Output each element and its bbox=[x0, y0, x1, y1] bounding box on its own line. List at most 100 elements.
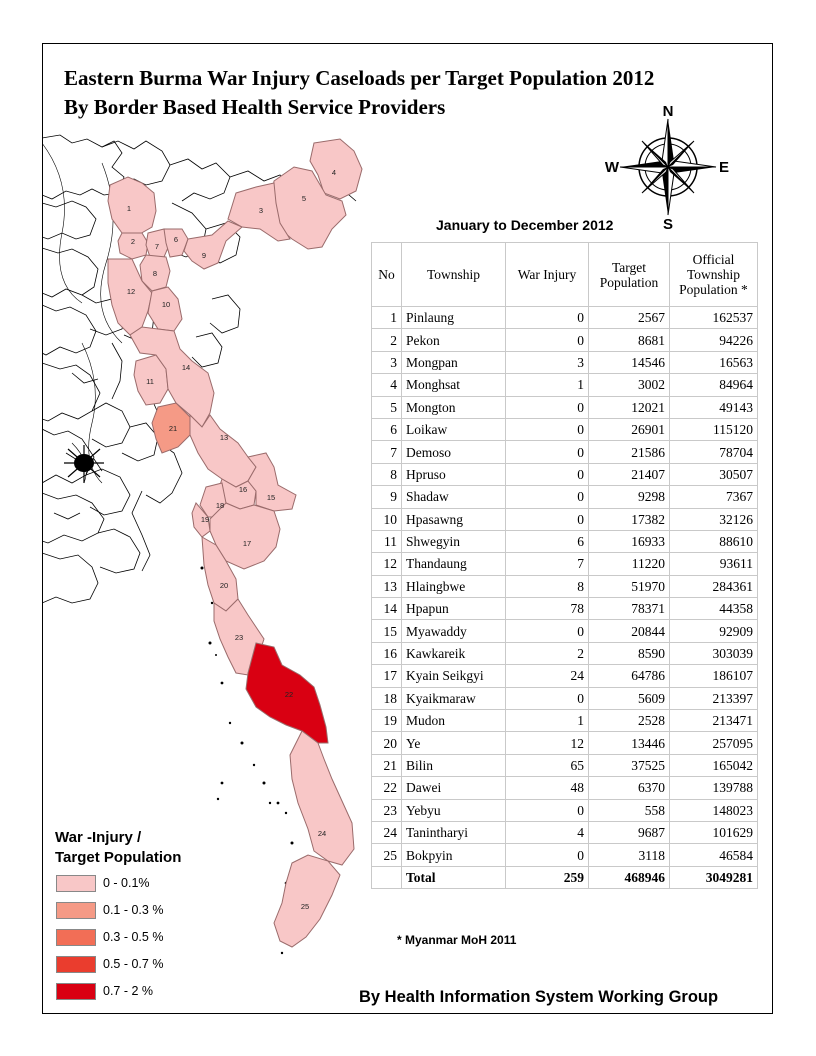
township-6[interactable] bbox=[163, 228, 189, 258]
header-official-population: Official Township Population * bbox=[669, 242, 758, 307]
cell-target: 21407 bbox=[588, 462, 670, 487]
map-label-2: 2 bbox=[131, 237, 135, 246]
township-table: No Township War Injury Target Population … bbox=[371, 242, 758, 890]
cell-no: 20 bbox=[371, 731, 402, 755]
map-label-4: 4 bbox=[332, 168, 336, 177]
cell-township: Bilin bbox=[401, 753, 506, 778]
cell-official: 257095 bbox=[669, 731, 758, 755]
township-21[interactable] bbox=[151, 402, 191, 454]
cell-target: 9298 bbox=[588, 485, 670, 509]
cell-official: 213397 bbox=[669, 686, 758, 711]
legend-label: 0.5 - 0.7 % bbox=[103, 957, 164, 971]
cell-no: 16 bbox=[371, 641, 402, 666]
cell-war-injury: 0 bbox=[505, 798, 589, 822]
cell-war-injury: 0 bbox=[505, 686, 589, 711]
legend-label: 0.1 - 0.3 % bbox=[103, 903, 164, 917]
table-row: 10 Hpasawng 0 17382 32126 bbox=[371, 507, 758, 531]
township-14[interactable] bbox=[129, 326, 215, 428]
cell-total-target: 468946 bbox=[588, 865, 670, 890]
map-title: Eastern Burma War Injury Caseloads per T… bbox=[64, 66, 655, 90]
cell-target: 8681 bbox=[588, 328, 670, 352]
township-9[interactable] bbox=[183, 220, 243, 270]
map-label-3: 3 bbox=[259, 206, 263, 215]
cell-target: 21586 bbox=[588, 440, 670, 464]
township-map: 1 2 3 4 5 6 7 8 9 10 11 12 13 14 15 16 1… bbox=[42, 134, 363, 955]
cell-war-injury: 0 bbox=[505, 417, 589, 442]
cell-war-injury: 12 bbox=[505, 731, 589, 755]
cell-war-injury: 6 bbox=[505, 529, 589, 554]
cell-township: Shwegyin bbox=[401, 529, 506, 554]
map-label-25: 25 bbox=[301, 902, 309, 911]
cell-total-official: 3049281 bbox=[669, 865, 758, 890]
cell-target: 26901 bbox=[588, 417, 670, 442]
cell-target: 2528 bbox=[588, 709, 670, 733]
map-label-1: 1 bbox=[127, 204, 131, 213]
table-row: 6 Loikaw 0 26901 115120 bbox=[371, 417, 758, 442]
legend-swatch bbox=[56, 983, 96, 1000]
cell-war-injury: 0 bbox=[505, 328, 589, 352]
cell-no: 12 bbox=[371, 552, 402, 576]
table-row: 16 Kawkareik 2 8590 303039 bbox=[371, 641, 758, 666]
table-row: 14 Hpapun 78 78371 44358 bbox=[371, 597, 758, 621]
map-label-5: 5 bbox=[302, 194, 306, 203]
township-1[interactable] bbox=[107, 176, 157, 236]
map-label-11: 11 bbox=[146, 377, 154, 386]
cell-target: 5609 bbox=[588, 686, 670, 711]
township-22[interactable] bbox=[245, 642, 329, 744]
map-label-19: 19 bbox=[201, 515, 209, 524]
cell-official: 139788 bbox=[669, 776, 758, 800]
cell-target: 64786 bbox=[588, 664, 670, 688]
legend-label: 0.3 - 0.5 % bbox=[103, 930, 164, 944]
cell-township: Mongton bbox=[401, 395, 506, 419]
table-row: 4 Monghsat 1 3002 84964 bbox=[371, 373, 758, 397]
cell-official: 213471 bbox=[669, 709, 758, 733]
compass-w: W bbox=[605, 159, 620, 176]
cell-township: Pinlaung bbox=[401, 305, 506, 330]
township-labels: 1 2 3 4 5 6 7 8 9 10 11 12 13 14 15 16 1… bbox=[127, 168, 336, 911]
cell-war-injury: 7 bbox=[505, 552, 589, 576]
map-label-16: 16 bbox=[239, 485, 247, 494]
cell-no: 3 bbox=[371, 350, 402, 375]
cell-township: Mudon bbox=[401, 709, 506, 733]
compass-rose-icon: N S E W bbox=[605, 103, 729, 233]
cell-target: 6370 bbox=[588, 776, 670, 800]
legend-swatch bbox=[56, 956, 96, 973]
map-label-13: 13 bbox=[220, 433, 228, 442]
legend-label: 0.7 - 2 % bbox=[103, 984, 154, 998]
township-24[interactable] bbox=[289, 730, 355, 866]
legend-label: 0 - 0.1% bbox=[103, 876, 150, 890]
cell-war-injury: 1 bbox=[505, 709, 589, 733]
cell-official: 30507 bbox=[669, 462, 758, 487]
township-3[interactable] bbox=[227, 182, 291, 242]
cell-war-injury: 4 bbox=[505, 820, 589, 845]
township-2[interactable] bbox=[117, 232, 149, 260]
table-row: 15 Myawaddy 0 20844 92909 bbox=[371, 619, 758, 643]
cell-target: 51970 bbox=[588, 574, 670, 599]
cell-township: Pekon bbox=[401, 328, 506, 352]
compass-s: S bbox=[663, 216, 673, 233]
cell-official: 101629 bbox=[669, 820, 758, 845]
cell-war-injury: 0 bbox=[505, 507, 589, 531]
township-13[interactable] bbox=[189, 413, 257, 488]
table-header-row: No Township War Injury Target Population … bbox=[371, 242, 758, 307]
township-4[interactable] bbox=[309, 138, 363, 200]
townships bbox=[107, 138, 363, 948]
cell-official: 92909 bbox=[669, 619, 758, 643]
township-25[interactable] bbox=[273, 854, 341, 948]
cell-no: 10 bbox=[371, 507, 402, 531]
cell-township: Kawkareik bbox=[401, 641, 506, 666]
cell-war-injury: 3 bbox=[505, 350, 589, 375]
map-label-23: 23 bbox=[235, 633, 243, 642]
cell-official: 84964 bbox=[669, 373, 758, 397]
footnote: * Myanmar MoH 2011 bbox=[397, 933, 517, 947]
cell-war-injury: 0 bbox=[505, 305, 589, 330]
cell-official: 32126 bbox=[669, 507, 758, 531]
cell-township: Hpapun bbox=[401, 597, 506, 621]
cell-official: 303039 bbox=[669, 641, 758, 666]
table-row: 21 Bilin 65 37525 165042 bbox=[371, 753, 758, 778]
legend-swatch bbox=[56, 929, 96, 946]
township-15[interactable] bbox=[247, 452, 297, 512]
township-10[interactable] bbox=[147, 286, 183, 332]
cell-official: 16563 bbox=[669, 350, 758, 375]
cell-official: 284361 bbox=[669, 574, 758, 599]
